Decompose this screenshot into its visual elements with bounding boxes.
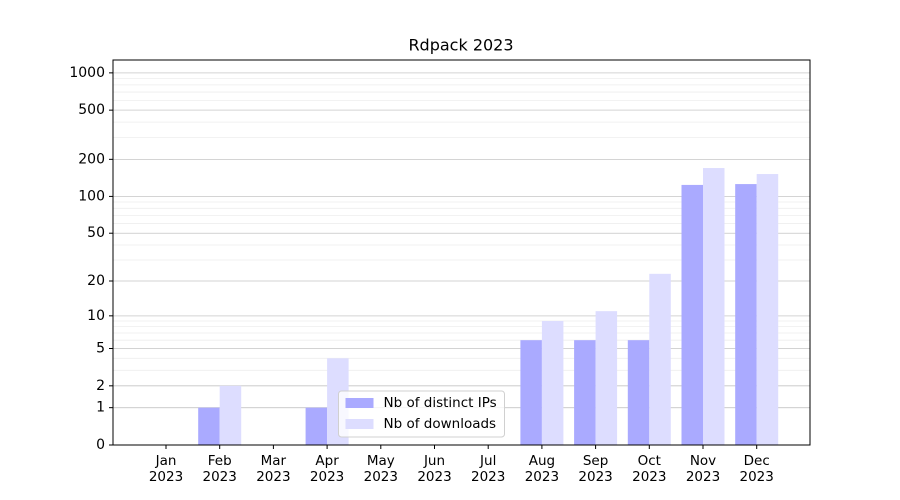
x-tick-label: Sep 2023: [578, 453, 613, 485]
y-tick-label: 200: [78, 151, 105, 167]
x-tick-label: Nov 2023: [685, 453, 721, 485]
y-tick-label: 2: [96, 378, 105, 394]
x-tick-label: Mar 2023: [256, 453, 291, 485]
legend: Nb of distinct IPs Nb of downloads: [338, 390, 505, 438]
y-tick-label: 500: [78, 102, 105, 118]
x-tick-label: Jun 2023: [417, 453, 452, 485]
bar: [574, 340, 596, 445]
bar: [595, 311, 618, 445]
legend-swatch: [345, 419, 374, 429]
x-tick-label: Jul 2023: [471, 453, 506, 485]
legend-box: [338, 390, 505, 438]
x-tick-label: Feb 2023: [202, 453, 237, 485]
y-tick-label: 50: [87, 225, 105, 241]
bar: [541, 320, 564, 445]
bar: [305, 407, 328, 445]
legend-swatch: [345, 398, 374, 408]
x-tick-label: Jan 2023: [148, 453, 184, 485]
y-tick-label: 1: [96, 400, 105, 416]
bar: [756, 174, 779, 445]
bar: [681, 184, 703, 445]
y-tick-label: 20: [87, 273, 105, 289]
bar: [219, 385, 242, 445]
y-tick-label: 5: [96, 340, 105, 356]
x-tick-label: May 2023: [363, 453, 398, 485]
y-tick-label: 10: [87, 308, 105, 324]
bar: [735, 184, 757, 446]
plot-frame: [112, 59, 811, 446]
bar: [520, 340, 542, 445]
legend-label: Nb of downloads: [384, 416, 497, 432]
y-tick-label: 0: [96, 437, 105, 453]
legend-label: Nb of distinct IPs: [384, 395, 497, 411]
bar: [649, 273, 671, 445]
y-tick-label: 100: [78, 188, 105, 204]
bar: [703, 168, 725, 446]
chart-title: Rdpack 2023: [408, 36, 513, 55]
bar: [627, 340, 650, 445]
x-tick-label: Oct 2023: [632, 453, 667, 485]
y-tick-label: 1000: [69, 65, 105, 81]
x-tick-label: Aug 2023: [524, 453, 560, 485]
x-tick-label: Apr 2023: [309, 453, 345, 485]
bar: [198, 407, 220, 445]
x-tick-label: Dec 2023: [739, 453, 774, 485]
